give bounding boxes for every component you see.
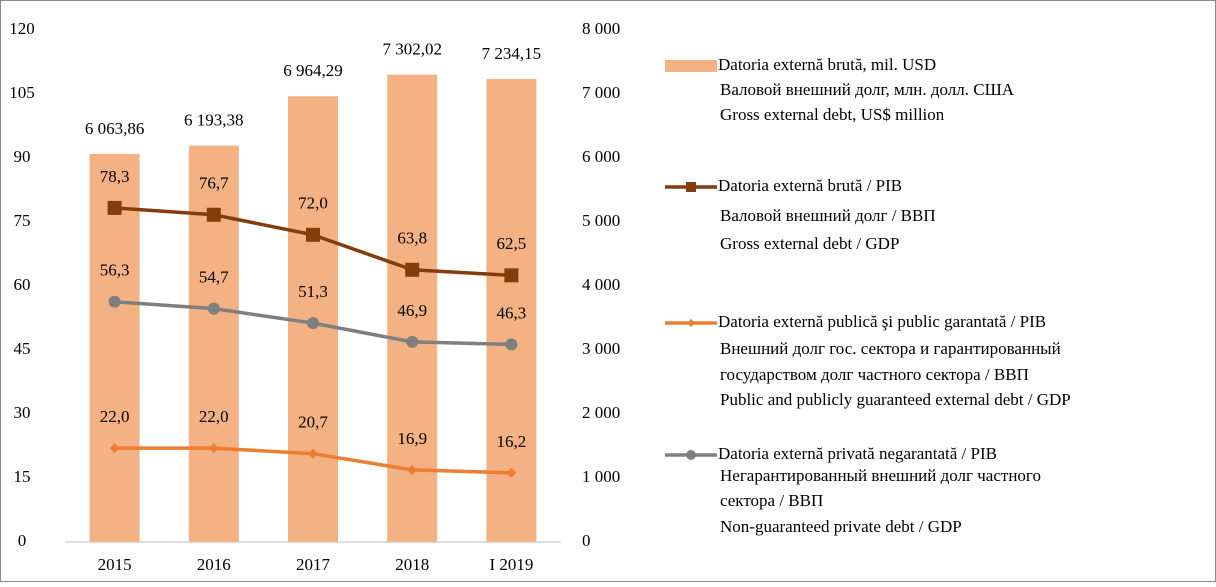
marker [405,262,420,277]
bar [387,74,438,543]
legend-label: Datoria externă publică şi public garant… [718,312,1046,331]
marker [109,443,120,454]
data-label: 62,5 [497,234,527,253]
marker [506,467,517,478]
y-tick-label: 120 [9,19,35,38]
data-label: 46,3 [497,303,527,322]
marker [307,317,319,330]
legend-label: Gross external debt, US$ million [720,105,945,124]
data-label: 6 193,38 [184,111,244,130]
y2-tick-label: 3 000 [582,339,620,358]
y2-tick-label: 1 000 [582,467,620,486]
data-label: 56,3 [100,261,130,280]
data-label: 16,2 [497,432,527,451]
y-tick-label: 30 [14,403,31,422]
marker [207,302,220,315]
x-tick-label: 2018 [395,555,429,574]
data-label: 20,7 [298,413,328,432]
data-label: 72,0 [298,194,328,213]
y2-tick-label: 7 000 [582,83,620,102]
marker [108,295,121,308]
data-label: 6 063,86 [85,119,145,138]
y-tick-label: 15 [14,467,31,486]
y-tick-label: 60 [14,275,31,294]
marker [407,464,418,475]
y2-tick-label: 4 000 [582,275,620,294]
y-tick-label: 45 [14,339,31,358]
y-tick-label: 105 [9,83,35,102]
legend-label: Datoria externă brută / PIB [718,176,902,195]
data-label: 51,3 [298,282,328,301]
bar [188,145,239,543]
y2-tick-label: 2 000 [582,403,620,422]
marker [208,443,219,454]
x-tick-label: 2017 [296,555,331,574]
y-tick-label: 90 [14,147,31,166]
legend-label: государством долг частного сектора / ВВП [720,365,1029,384]
data-label: 22,0 [199,407,229,426]
legend-label: Внешний долг гос. сектора и гарантирован… [720,339,1061,358]
marker [406,335,419,348]
legend-label: Негарантированный внешний долг частного [720,466,1041,485]
data-label: 7 302,02 [382,40,442,59]
marker [505,338,518,351]
data-label: 22,0 [100,407,130,426]
data-label: 16,9 [397,429,427,448]
y-tick-label: 0 [18,531,27,550]
y2-tick-label: 6 000 [582,147,620,166]
y2-tick-label: 5 000 [582,211,620,230]
legend-label: Валовой внешний долг / ВВП [720,206,936,225]
legend-swatch [665,60,717,72]
marker [206,207,221,222]
legend-marker [687,319,695,327]
legend-label: сектора / ВВП [720,491,823,510]
legend-marker [686,182,696,192]
legend-label: Non-guaranteed private debt / GDP [720,517,962,536]
data-label: 7 234,15 [482,44,542,63]
marker [504,268,519,283]
y2-tick-label: 0 [582,531,591,550]
marker [306,227,320,242]
data-label: 54,7 [199,268,229,287]
legend-label: Валовой внешний долг, млн. долл. США [720,80,1015,99]
x-tick-label: 2016 [197,555,231,574]
data-label: 76,7 [199,174,229,193]
marker [308,448,318,459]
legend-label: Datoria externă brută, mil. USD [718,55,936,74]
data-label: 78,3 [100,167,130,186]
legend-label: Datoria externă privată negarantată / PI… [718,444,997,463]
data-label: 46,9 [397,301,427,320]
legend-marker [686,450,696,460]
bar [89,153,140,542]
data-label: 6 964,29 [283,61,343,80]
x-tick-label: 2015 [98,555,132,574]
bar [486,79,537,542]
y2-tick-label: 8 000 [582,19,620,38]
legend-label: Gross external debt / GDP [720,234,899,253]
data-label: 63,8 [397,229,427,248]
y-tick-label: 75 [14,211,31,230]
legend-label: Public and publicly guaranteed external … [720,390,1071,409]
x-tick-label: I 2019 [489,555,533,574]
marker [107,200,122,215]
